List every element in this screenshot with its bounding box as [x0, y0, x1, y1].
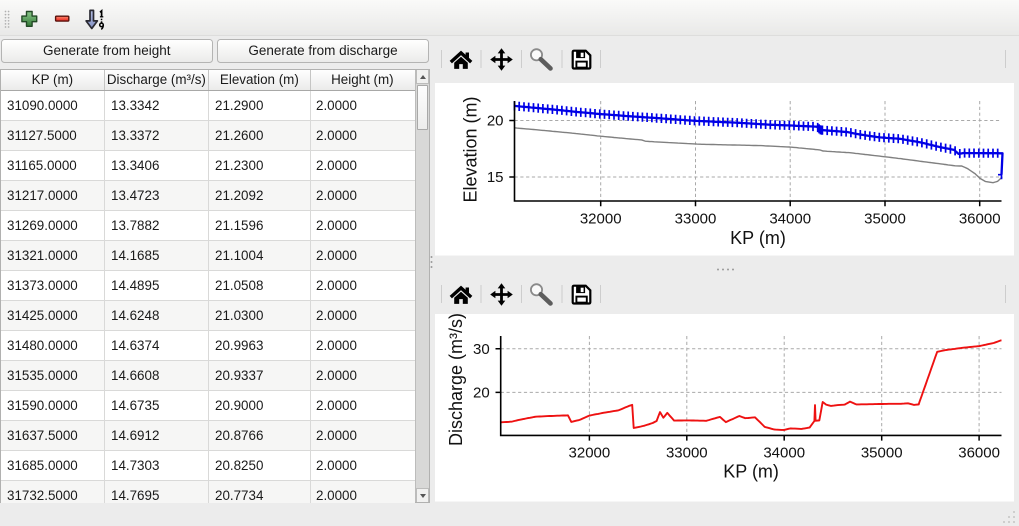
svg-text:35000: 35000	[864, 211, 906, 228]
svg-text:Elevation (m): Elevation (m)	[461, 96, 481, 202]
svg-text:36000: 36000	[958, 445, 1000, 462]
svg-text:36000: 36000	[959, 211, 1001, 228]
svg-text:32000: 32000	[569, 445, 611, 462]
svg-text:15: 15	[487, 169, 504, 186]
svg-text:20: 20	[473, 385, 490, 402]
svg-text:34000: 34000	[763, 445, 805, 462]
svg-text:33000: 33000	[675, 211, 717, 228]
svg-text:30: 30	[473, 341, 490, 358]
svg-text:20: 20	[487, 113, 504, 130]
svg-text:KP (m): KP (m)	[723, 462, 779, 482]
svg-text:35000: 35000	[861, 445, 903, 462]
svg-text:33000: 33000	[666, 445, 708, 462]
svg-text:34000: 34000	[769, 211, 811, 228]
svg-text:32000: 32000	[580, 211, 622, 228]
svg-text:KP (m): KP (m)	[730, 228, 786, 248]
svg-text:Discharge (m³/s): Discharge (m³/s)	[446, 314, 466, 446]
